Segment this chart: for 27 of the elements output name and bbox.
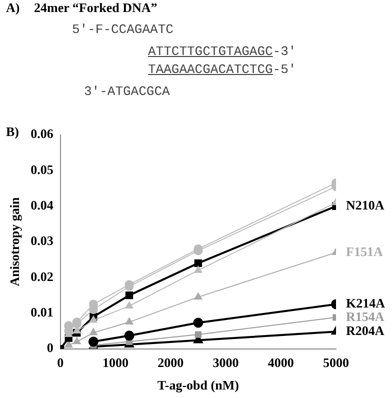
x-tick-label: 1000 <box>102 354 128 370</box>
y-tick-label: 0.05 <box>30 162 54 177</box>
y-tick-label: 0.06 <box>30 126 54 142</box>
y-axis-title: Anisotropy gain <box>7 196 22 286</box>
text: 3′-ATGACGCA <box>84 84 170 99</box>
text: A) <box>6 0 20 16</box>
text: 5′-F-CCAGAATC <box>72 22 174 37</box>
x-tick-label: 0 <box>57 354 64 370</box>
series-label: K214A <box>346 296 386 311</box>
y-tick-label: 0.02 <box>30 268 54 284</box>
y-tick-label: 0.04 <box>30 197 54 212</box>
series-label: F151A <box>346 244 384 259</box>
x-tick-label: 4000 <box>268 354 294 370</box>
x-tick-label: 5000 <box>323 354 349 370</box>
series-label: R154A <box>346 308 385 324</box>
x-tick-label: 2000 <box>158 354 184 370</box>
x-tick-label: 3000 <box>212 354 239 370</box>
y-tick-label: 0.01 <box>30 304 54 320</box>
series-label: N210A <box>346 197 385 212</box>
y-tick-label: 0 <box>46 340 54 356</box>
y-tick-label: 0.03 <box>30 233 54 248</box>
text: ATTCTTGCTGTAGAGC-3′ <box>148 44 296 59</box>
text: B) <box>6 124 19 140</box>
x-axis-title: T-ag-obd (nM) <box>157 378 239 393</box>
text: TAAGAACGACATCTCG-5′ <box>148 62 296 77</box>
series-label: R204A <box>346 323 385 338</box>
chart-title: 24mer “Forked DNA” <box>34 0 158 16</box>
